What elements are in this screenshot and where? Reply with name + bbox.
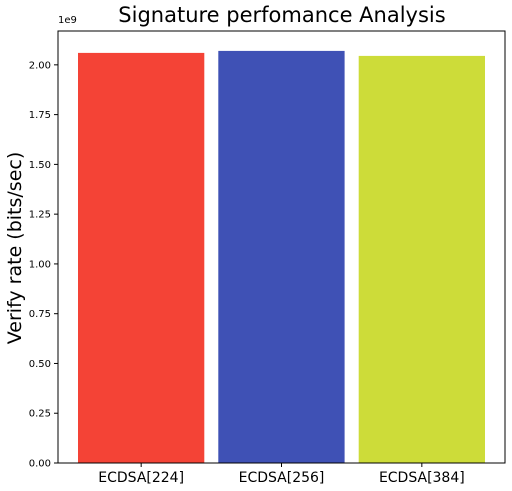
y-tick-label: 1.50 [29, 160, 51, 171]
y-tick-label: 1.25 [29, 210, 51, 221]
x-tick-label: ECDSA[384] [379, 470, 465, 486]
y-tick-label: 0.50 [29, 359, 51, 370]
y-axis-label: Verify rate (bits/sec) [4, 152, 26, 345]
y-tick-label: 0.00 [29, 459, 51, 470]
y-tick-label: 1.75 [29, 110, 51, 121]
x-ticks-group: ECDSA[224] ECDSA[256] ECDSA[384] [98, 463, 465, 486]
bars-group [78, 50, 485, 464]
y-scale-offset: 1e9 [58, 15, 77, 26]
y-tick-label: 2.00 [29, 60, 51, 71]
bar-ecdsa-224 [78, 52, 205, 464]
y-ticks-group: 0.00 0.25 0.50 0.75 1.00 1.25 1.50 1.75 2.00 [29, 60, 58, 470]
chart-title: Signature perfomance Analysis [118, 3, 445, 27]
bar-ecdsa-384 [358, 55, 485, 464]
y-tick-label: 0.75 [29, 309, 51, 320]
y-tick-label: 0.25 [29, 409, 51, 420]
x-tick-label: ECDSA[224] [98, 470, 184, 486]
x-tick-label: ECDSA[256] [239, 470, 325, 486]
plot-frame [57, 30, 506, 464]
y-tick-label: 1.00 [29, 259, 51, 270]
bar-ecdsa-256 [218, 50, 345, 464]
